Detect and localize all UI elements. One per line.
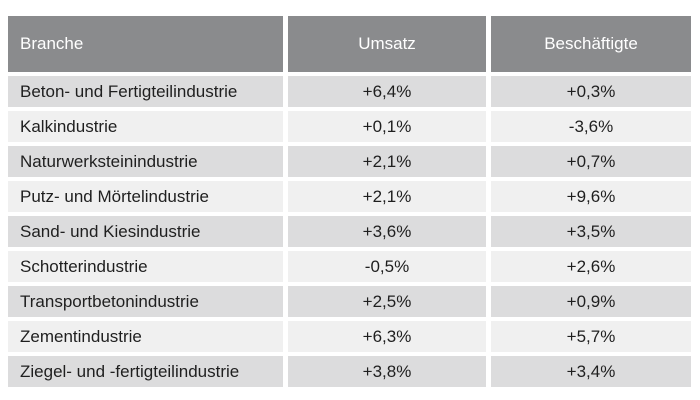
cell-umsatz: +2,5% [288, 286, 486, 317]
table-row: Kalkindustrie +0,1% -3,6% [8, 111, 692, 142]
cell-branche: Transportbetonindustrie [8, 286, 283, 317]
column-header-branche: Branche [8, 16, 283, 72]
cell-branche: Kalkindustrie [8, 111, 283, 142]
cell-beschaeftigte: -3,6% [491, 111, 691, 142]
cell-branche: Beton- und Fertigteilindustrie [8, 76, 283, 107]
cell-beschaeftigte: +0,9% [491, 286, 691, 317]
cell-umsatz: +2,1% [288, 181, 486, 212]
table-row: Zementindustrie +6,3% +5,7% [8, 321, 692, 352]
cell-umsatz: +0,1% [288, 111, 486, 142]
cell-branche: Ziegel- und -fertigteilindustrie [8, 356, 283, 387]
cell-branche: Sand- und Kiesindustrie [8, 216, 283, 247]
cell-branche: Schotterindustrie [8, 251, 283, 282]
cell-beschaeftigte: +9,6% [491, 181, 691, 212]
cell-beschaeftigte: +2,6% [491, 251, 691, 282]
cell-branche: Putz- und Mörtelindustrie [8, 181, 283, 212]
table-row: Ziegel- und -fertigteilindustrie +3,8% +3,… [8, 356, 692, 387]
table-row: Putz- und Mörtelindustrie +2,1% +9,6% [8, 181, 692, 212]
cell-umsatz: +3,8% [288, 356, 486, 387]
column-header-beschaeftigte: Beschäftigte [491, 16, 691, 72]
cell-umsatz: +6,3% [288, 321, 486, 352]
table-row: Transportbetonindustrie +2,5% +0,9% [8, 286, 692, 317]
table-row: Schotterindustrie -0,5% +2,6% [8, 251, 692, 282]
cell-branche: Naturwerksteinindustrie [8, 146, 283, 177]
cell-umsatz: -0,5% [288, 251, 486, 282]
cell-beschaeftigte: +5,7% [491, 321, 691, 352]
table-row: Beton- und Fertigteilindustrie +6,4% +0,3% [8, 76, 692, 107]
cell-branche: Zementindustrie [8, 321, 283, 352]
cell-umsatz: +6,4% [288, 76, 486, 107]
cell-beschaeftigte: +3,5% [491, 216, 691, 247]
cell-umsatz: +3,6% [288, 216, 486, 247]
cell-umsatz: +2,1% [288, 146, 486, 177]
table-row: Naturwerksteinindustrie +2,1% +0,7% [8, 146, 692, 177]
cell-beschaeftigte: +0,7% [491, 146, 691, 177]
cell-beschaeftigte: +3,4% [491, 356, 691, 387]
column-header-umsatz: Umsatz [288, 16, 486, 72]
table-header-row: Branche Umsatz Beschäftigte [8, 16, 692, 72]
table-row: Sand- und Kiesindustrie +3,6% +3,5% [8, 216, 692, 247]
table-body: Beton- und Fertigteilindustrie +6,4% +0,3%… [8, 76, 692, 387]
data-table: Branche Umsatz Beschäftigte Beton- und F… [8, 16, 692, 391]
cell-beschaeftigte: +0,3% [491, 76, 691, 107]
